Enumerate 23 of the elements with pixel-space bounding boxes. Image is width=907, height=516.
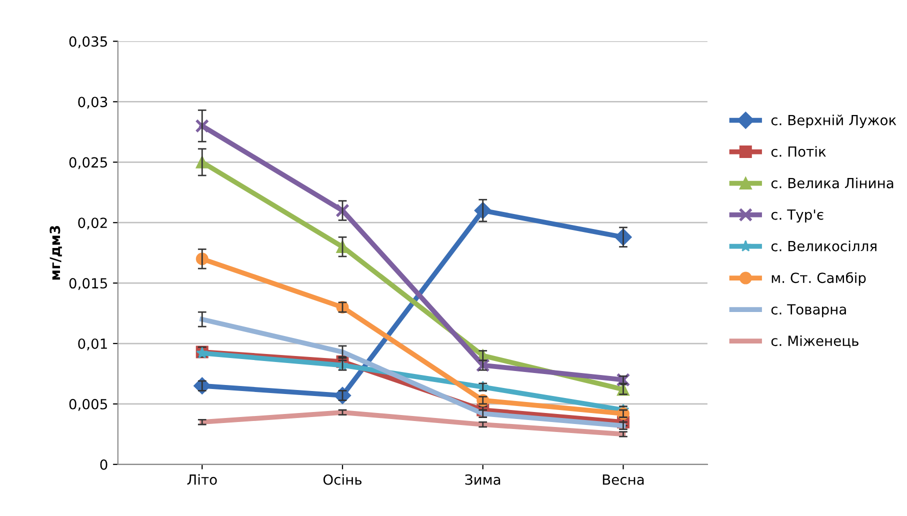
legend-label: с. Потік bbox=[771, 146, 826, 157]
legend-label: с. Міженець bbox=[771, 335, 858, 348]
y-tick-label: 0,01 bbox=[78, 338, 107, 350]
y-axis-title: мг/дм3 bbox=[50, 226, 62, 280]
y-tick-label: 0 bbox=[100, 459, 108, 470]
legend-label: с. Товарна bbox=[771, 304, 846, 318]
y-tick-label: 0,005 bbox=[69, 398, 107, 411]
legend-label: с. Верхній Лужок bbox=[771, 114, 896, 128]
x-tick-label: Літо bbox=[187, 474, 217, 485]
y-tick-label: 0,025 bbox=[69, 157, 107, 170]
y-tick-label: 0,035 bbox=[69, 36, 107, 48]
y-tick-label: 0,03 bbox=[78, 96, 108, 109]
legend-label: с. Тур'є bbox=[771, 210, 824, 223]
y-tick-label: 0,02 bbox=[78, 218, 107, 230]
line-series bbox=[200, 410, 626, 437]
legend-label: с. Велика Лінина bbox=[771, 178, 894, 188]
x-tick-label: Осінь bbox=[323, 474, 362, 485]
legend-label: с. Великосілля bbox=[771, 240, 876, 252]
y-tick-label: 0,015 bbox=[69, 278, 107, 290]
legend-label: м. Ст. Самбір bbox=[772, 272, 866, 286]
point bbox=[336, 204, 350, 218]
x-tick-label: Весна bbox=[602, 474, 644, 485]
x-tick-label: Зима bbox=[465, 474, 500, 485]
